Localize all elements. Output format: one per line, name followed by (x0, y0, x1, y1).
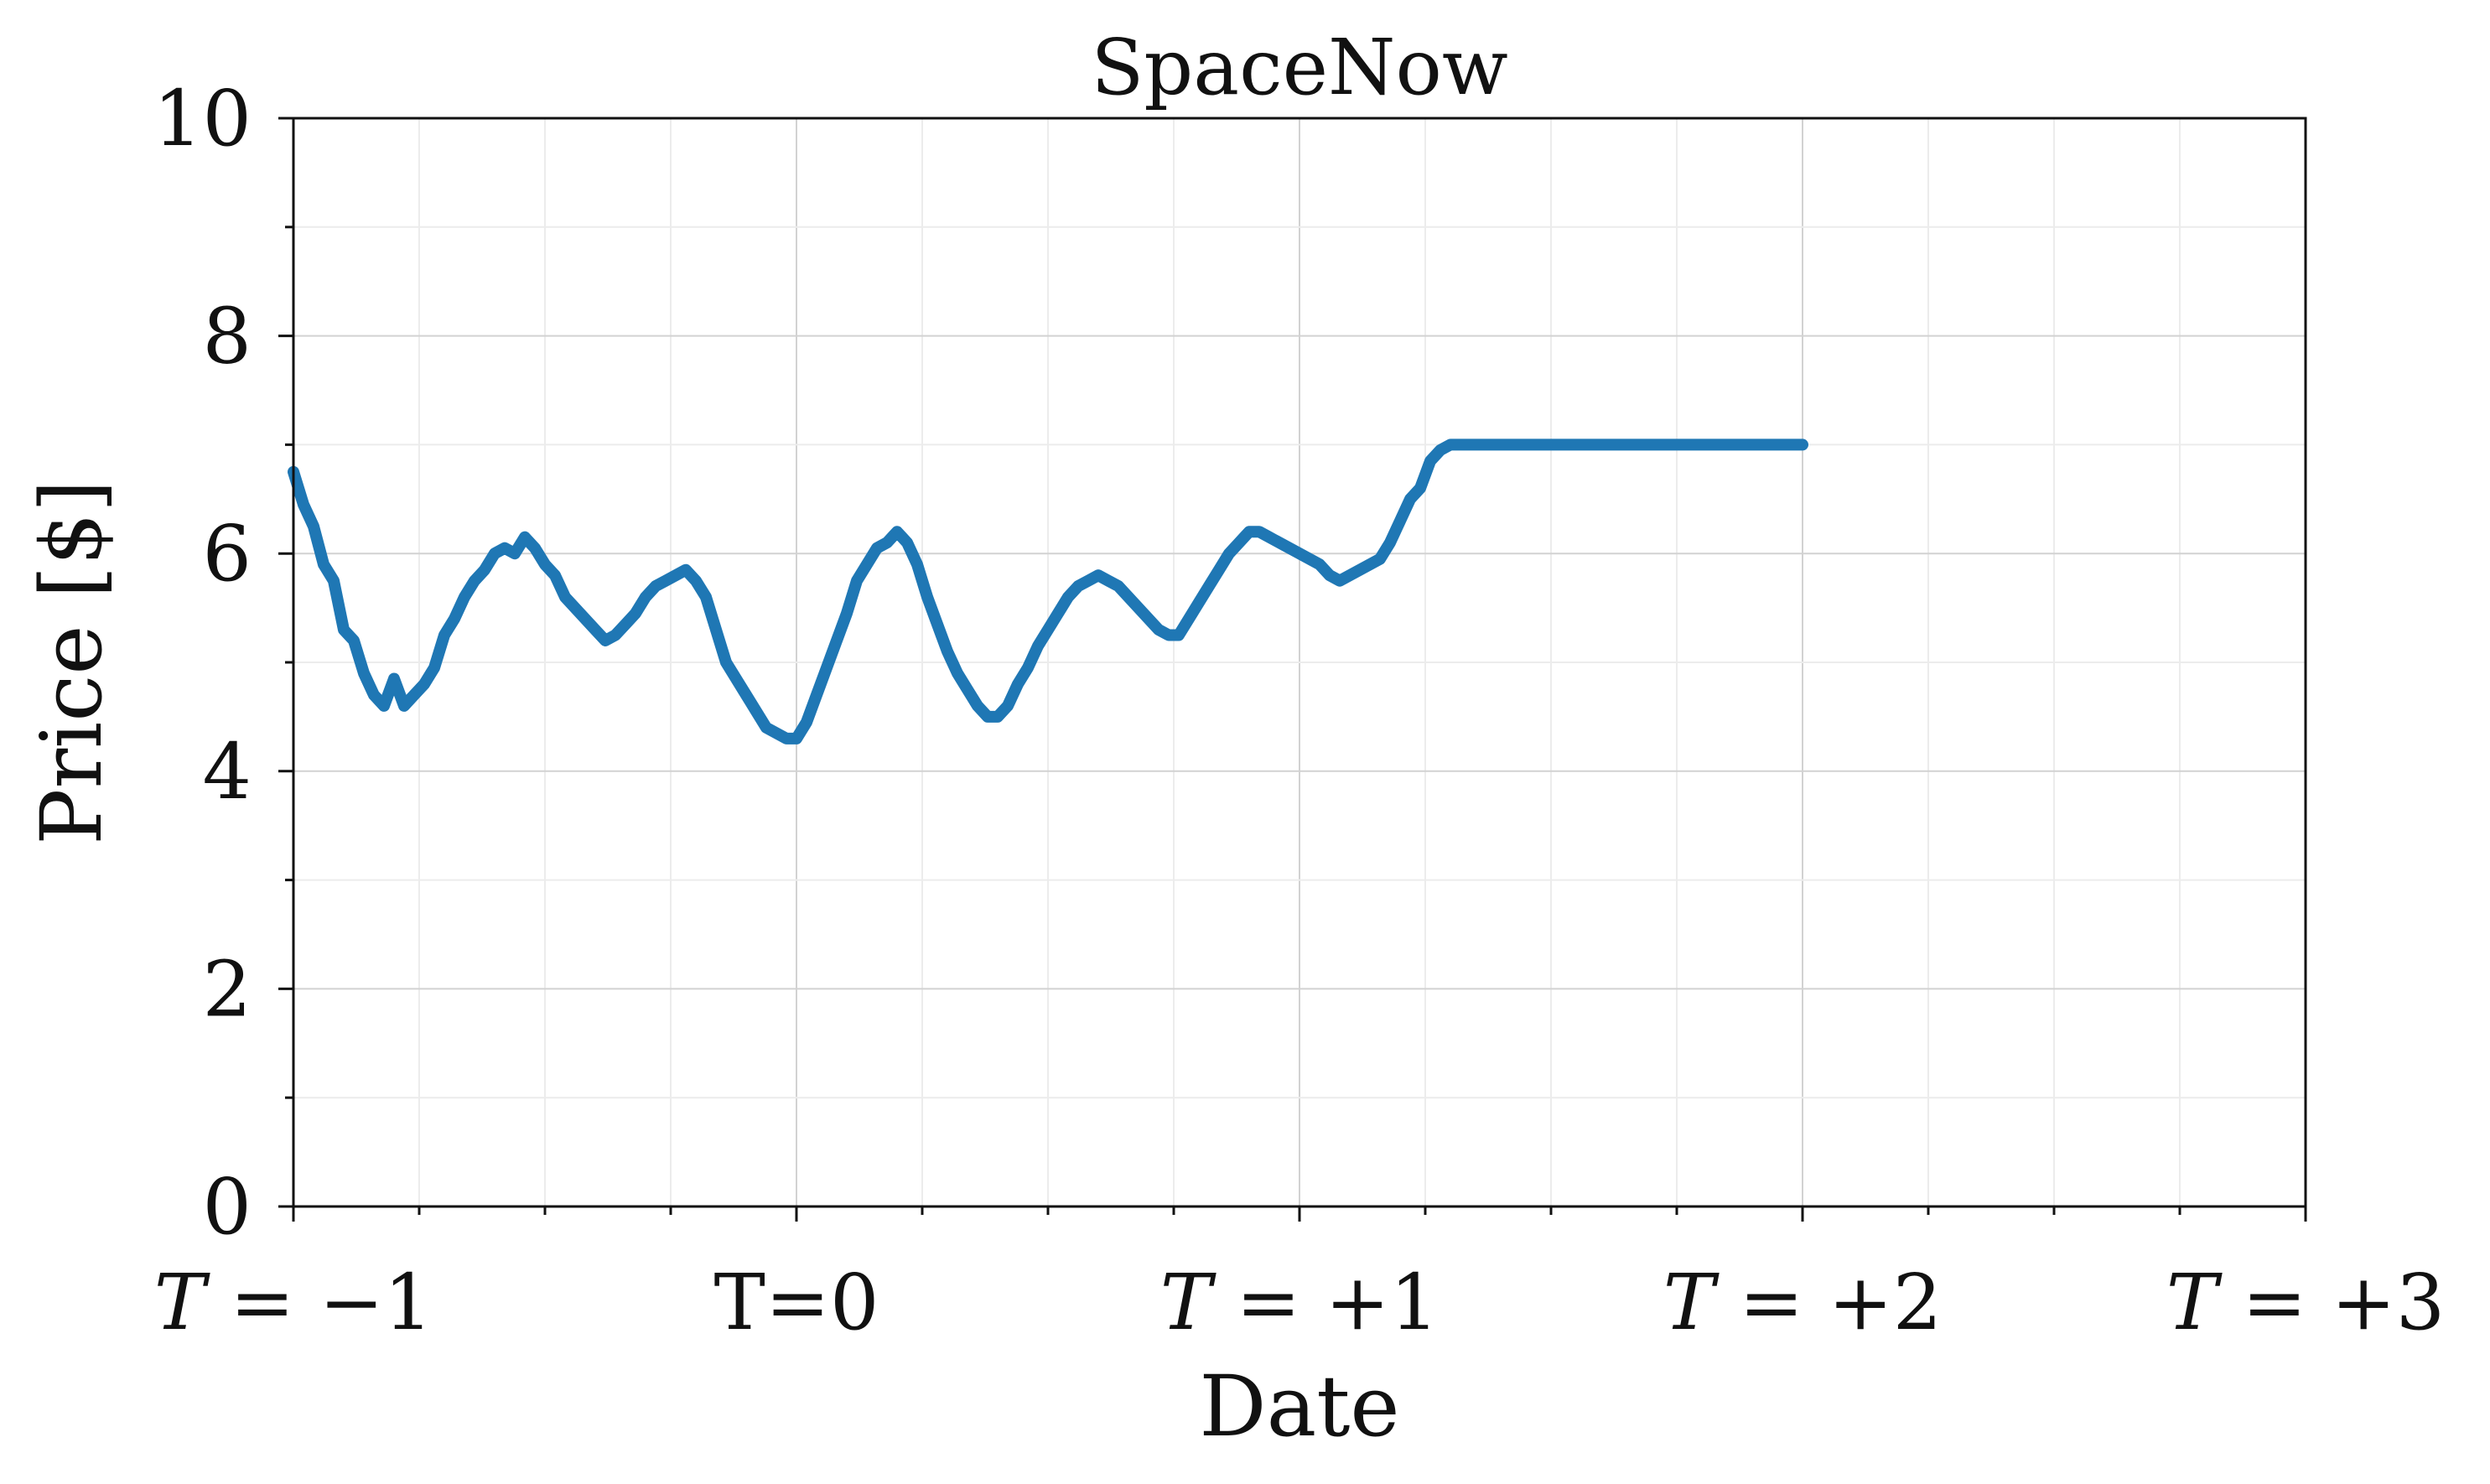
y-tick-label: 6 (202, 509, 252, 599)
series-line-0 (288, 438, 1808, 745)
y-tick-label: 2 (202, 944, 252, 1034)
chart-title: SpaceNow (1091, 23, 1507, 112)
x-tick-label: T = +3 (2166, 1258, 2446, 1347)
x-tick-label: T=0 (714, 1258, 879, 1347)
y-tick-label: 8 (202, 292, 252, 381)
x-tick-label: T = +1 (1160, 1258, 1440, 1347)
x-tick-label: T = +2 (1663, 1258, 1943, 1347)
y-tick-label: 4 (202, 727, 252, 817)
axis-ticks (278, 117, 2307, 1222)
tick-labels: 0 2 4 6 8 10 T = −1 T=0 T = +1 T = +2 T = +3 (153, 74, 2445, 1347)
series-layer (288, 438, 1808, 745)
y-tick-label: 0 (202, 1162, 252, 1252)
y-tick-label: 10 (153, 74, 252, 163)
x-axis-label: Date (1199, 1357, 1399, 1455)
grid (293, 117, 2306, 1207)
x-tick-label: T = −1 (154, 1258, 433, 1347)
y-axis-label: Price [$] (23, 480, 121, 845)
